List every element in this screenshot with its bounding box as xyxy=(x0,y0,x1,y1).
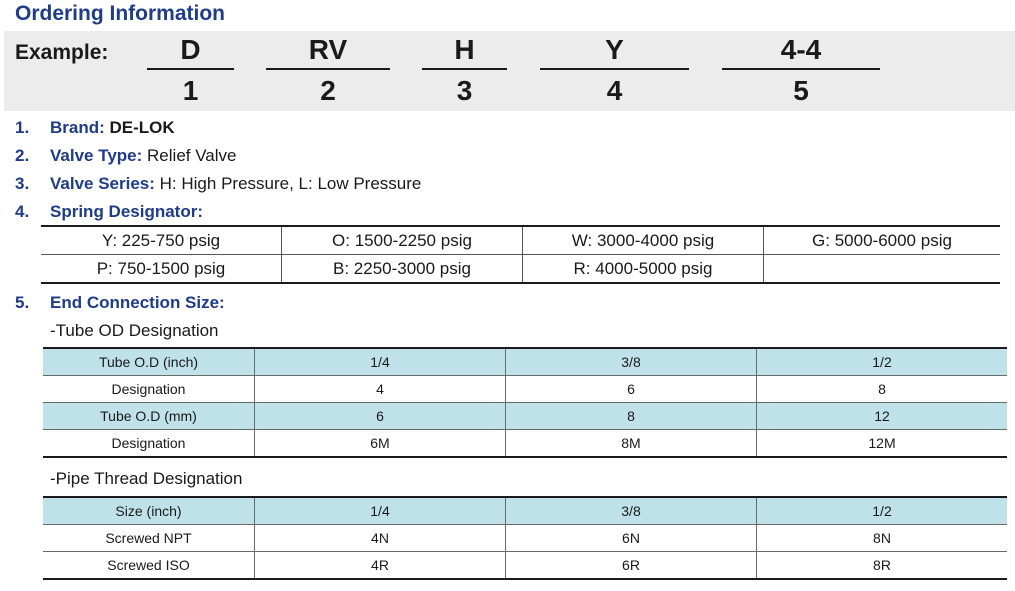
table-row: Size (inch) 1/4 3/8 1/2 xyxy=(43,497,1007,525)
tube-od-heading: -Tube OD Designation xyxy=(50,321,219,340)
table-cell: 3/8 xyxy=(505,497,757,525)
table-cell: G: 5000-6000 psig xyxy=(812,230,952,250)
table-cell xyxy=(763,254,1000,283)
table-cell: 6 xyxy=(254,402,506,430)
table-cell: Y: 225-750 psig xyxy=(41,226,282,255)
item-key: Brand: xyxy=(50,118,105,137)
table-cell: Tube O.D (mm) xyxy=(43,402,255,430)
table-row: Designation 6M 8M 12M xyxy=(43,429,1007,457)
table-cell: 8R xyxy=(756,551,1007,579)
example-code: D xyxy=(147,34,234,70)
table-cell: 3/8 xyxy=(505,348,757,376)
table-cell: 8M xyxy=(505,429,757,457)
table-row: Screwed ISO 4R 6R 8R xyxy=(43,551,1007,579)
table-row: Tube O.D (mm) 6 8 12 xyxy=(43,402,1007,430)
table-cell: Designation xyxy=(43,429,255,457)
table-row: Y: 225-750 psig O: 1500-2250 psig W: 300… xyxy=(41,226,1000,255)
table-cell: Designation xyxy=(43,375,255,403)
table-cell: Size (inch) xyxy=(43,497,255,525)
table-cell: 4 xyxy=(254,375,506,403)
example-code: H xyxy=(422,34,507,70)
item-valve-series: 3. Valve Series: H: High Pressure, L: Low… xyxy=(15,174,421,194)
example-code: Y xyxy=(540,34,689,70)
item-valve-type: 2. Valve Type: Relief Valve xyxy=(15,146,236,166)
item-end-connection-size: 5. End Connection Size: xyxy=(15,293,225,313)
item-key: Spring Designator: xyxy=(50,202,204,221)
example-code: RV xyxy=(266,34,390,70)
table-cell: O: 1500-2250 psig xyxy=(281,226,523,255)
example-number: 5 xyxy=(793,75,809,106)
table-cell: P: 750-1500 psig xyxy=(41,254,282,283)
pipe-thread-heading: -Pipe Thread Designation xyxy=(50,469,243,488)
item-key: Valve Type: xyxy=(50,146,143,165)
table-cell: 8 xyxy=(756,375,1007,403)
example-number: 1 xyxy=(182,75,199,106)
item-value: DE-LOK xyxy=(109,118,175,137)
item-value: Relief Valve xyxy=(147,146,237,165)
item-number: 4. xyxy=(15,202,30,221)
item-number: 3. xyxy=(15,174,30,193)
example-part-5: 4-4 5 xyxy=(722,34,880,110)
table-row: Screwed NPT 4N 6N 8N xyxy=(43,524,1007,552)
table-cell: 4N xyxy=(254,524,506,552)
tube-od-table: Tube O.D (inch) 1/4 3/8 1/2 Designation … xyxy=(43,347,1007,458)
page-title: Ordering Information xyxy=(15,2,225,25)
item-brand: 1. Brand: DE-LOK xyxy=(15,118,175,138)
item-value: H: High Pressure, L: Low Pressure xyxy=(159,174,422,193)
example-part-3: H 3 xyxy=(422,34,507,110)
example-label: Example: xyxy=(15,41,109,64)
item-number: 5. xyxy=(15,293,30,312)
example-part-2: RV 2 xyxy=(266,34,390,110)
table-row: P: 750-1500 psig B: 2250-3000 psig R: 40… xyxy=(41,254,1000,283)
example-number: 2 xyxy=(320,75,336,106)
table-cell: 1/2 xyxy=(756,348,1007,376)
table-cell: 6 xyxy=(505,375,757,403)
example-code: 4-4 xyxy=(722,34,880,70)
table-cell: Tube O.D (inch) xyxy=(43,348,255,376)
item-number: 2. xyxy=(15,146,30,165)
table-cell: 6R xyxy=(505,551,757,579)
item-number: 1. xyxy=(15,118,30,137)
table-cell: 4R xyxy=(254,551,506,579)
table-cell: 1/4 xyxy=(254,497,506,525)
table-cell: 6N xyxy=(505,524,757,552)
spring-designator-table: Y: 225-750 psig O: 1500-2250 psig W: 300… xyxy=(41,225,1000,284)
table-cell: W: 3000-4000 psig xyxy=(522,226,764,255)
table-cell: 6M xyxy=(254,429,506,457)
table-row: Tube O.D (inch) 1/4 3/8 1/2 xyxy=(43,348,1007,376)
example-part-4: Y 4 xyxy=(540,34,689,110)
table-row: Designation 4 6 8 xyxy=(43,375,1007,403)
table-cell: B: 2250-3000 psig xyxy=(281,254,523,283)
example-box: Example: D 1 RV 2 H 3 Y 4 4-4 5 xyxy=(4,31,1015,111)
example-number: 3 xyxy=(456,75,473,106)
table-cell: 8N xyxy=(756,524,1007,552)
table-cell: 12M xyxy=(756,429,1007,457)
table-cell: 1/2 xyxy=(756,497,1007,525)
example-part-1: D 1 xyxy=(147,34,234,110)
item-key: End Connection Size: xyxy=(50,293,225,312)
pipe-thread-table: Size (inch) 1/4 3/8 1/2 Screwed NPT 4N 6… xyxy=(43,496,1007,580)
item-spring-designator: 4. Spring Designator: xyxy=(15,202,203,222)
example-number: 4 xyxy=(606,75,623,106)
table-cell: R: 4000-5000 psig xyxy=(522,254,764,283)
table-cell: 12 xyxy=(756,402,1007,430)
table-cell: Screwed NPT xyxy=(43,524,255,552)
table-cell: Screwed ISO xyxy=(43,551,255,579)
table-cell: 8 xyxy=(505,402,757,430)
item-key: Valve Series: xyxy=(50,174,155,193)
table-cell: 1/4 xyxy=(254,348,506,376)
